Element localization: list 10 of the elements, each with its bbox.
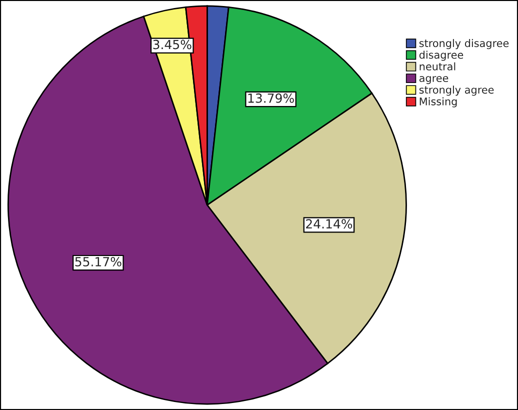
legend-label: strongly disagree <box>419 39 509 50</box>
data-label: 55.17% <box>75 256 122 266</box>
data-label: 3.45% <box>153 40 192 50</box>
data-label: 24.14% <box>306 219 352 229</box>
legend-label: Missing <box>420 97 457 108</box>
legend-label: strongly agree <box>419 86 494 96</box>
data-label: 13.79% <box>248 93 294 103</box>
legend-label: neutral <box>420 62 456 70</box>
legend-label: disagree <box>419 50 464 61</box>
legend-label: agree <box>419 76 448 84</box>
